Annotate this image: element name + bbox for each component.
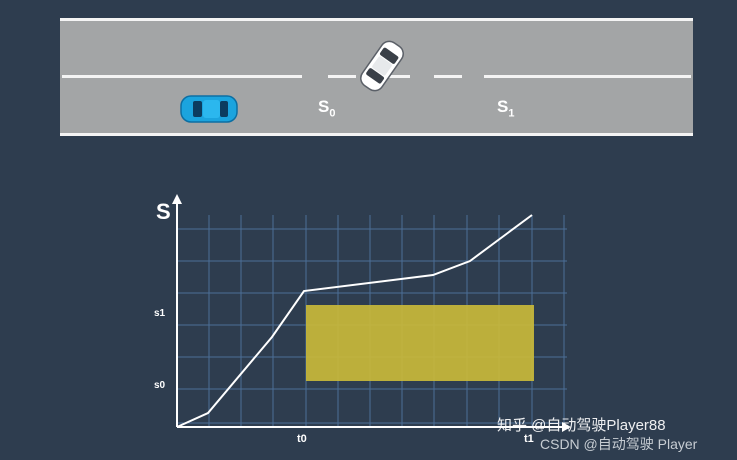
road: S0 S1 <box>60 18 693 136</box>
csdn-watermark: CSDN @自动驾驶 Player <box>540 436 698 452</box>
road-top-edge-line <box>60 18 693 21</box>
x-axis-arrow <box>562 422 571 432</box>
y-axis-arrow <box>172 194 182 204</box>
road-bottom-edge-line <box>60 133 693 136</box>
trajectory-curve <box>176 214 533 428</box>
road-label-s1: S1 <box>497 97 515 120</box>
lane-dash <box>434 75 462 78</box>
zhihu-watermark: 知乎 @自动驾驶Player88 <box>497 417 666 434</box>
lane-divider-solid-right <box>484 75 691 78</box>
road-label-s0: S0 <box>318 97 336 120</box>
y-tick-s0: s0 <box>154 380 166 391</box>
obstacle-occupancy-region <box>306 305 534 381</box>
lane-dash <box>328 75 356 78</box>
lane-divider-solid-left <box>62 75 302 78</box>
blue-car-icon <box>180 95 238 123</box>
lane-dash <box>382 75 410 78</box>
white-car-icon <box>360 40 404 92</box>
x-tick-t0: t0 <box>297 433 307 445</box>
x-tick-t1: t1 <box>524 433 534 445</box>
st-diagram: S s1 s0 t0 t1 <box>154 194 571 445</box>
y-axis-label: S <box>156 199 171 224</box>
y-tick-s1: s1 <box>154 308 166 319</box>
